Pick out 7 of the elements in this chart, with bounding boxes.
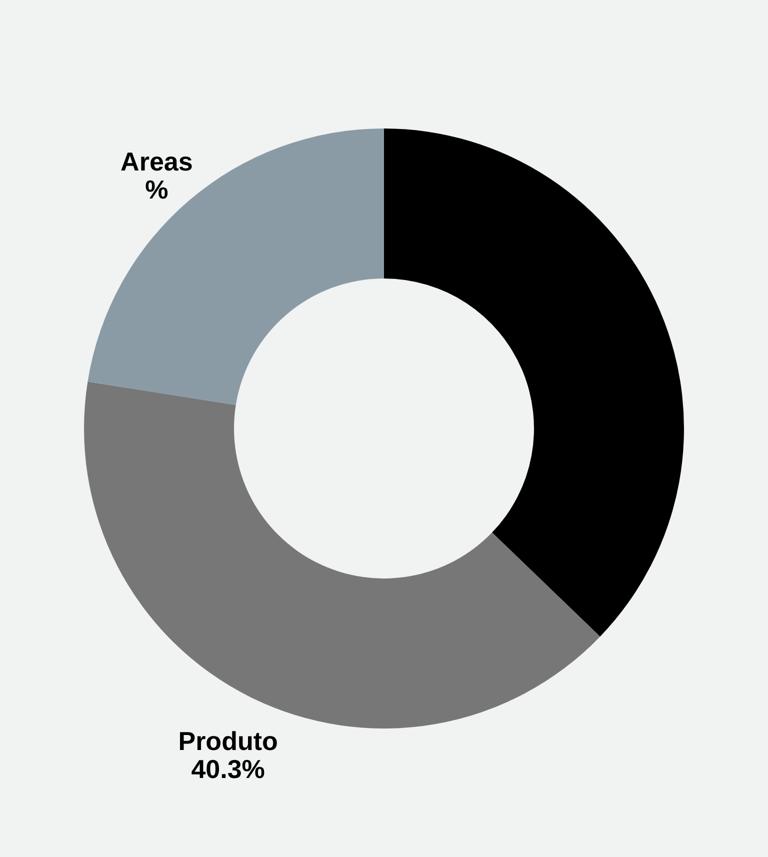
donut-slice bbox=[88, 128, 384, 406]
slice-label: Areas bbox=[120, 146, 193, 176]
data-label: % bbox=[145, 174, 168, 204]
data-label: 40.3% bbox=[191, 754, 265, 784]
donut-slice bbox=[384, 128, 684, 637]
slice-label: Produto bbox=[178, 726, 278, 756]
donut-slice bbox=[84, 382, 600, 728]
